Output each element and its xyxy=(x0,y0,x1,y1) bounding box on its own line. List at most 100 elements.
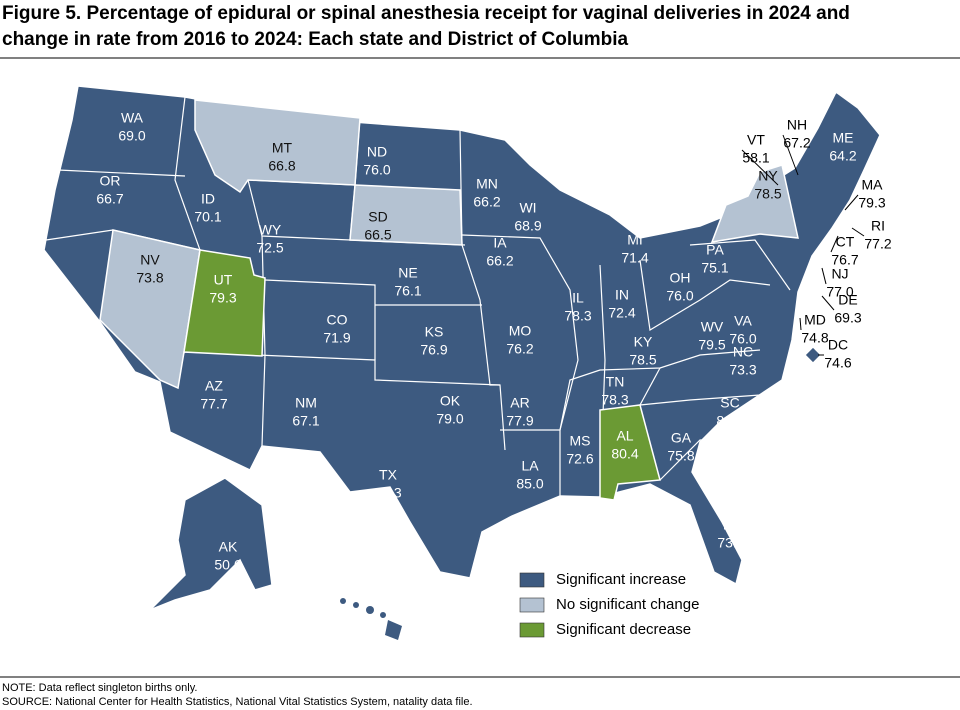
state-abbr: KY xyxy=(634,334,653,350)
state-value: 79.3 xyxy=(209,290,236,306)
state-value: 76.9 xyxy=(420,342,447,358)
state-abbr: NC xyxy=(733,344,753,360)
state-value: 68.9 xyxy=(514,218,541,234)
state-abbr: MA xyxy=(862,177,884,193)
state-value: 78.3 xyxy=(601,392,628,408)
state-value: 80.4 xyxy=(611,446,638,462)
state-value: 64.2 xyxy=(829,148,856,164)
state-abbr: NM xyxy=(295,395,317,411)
state-abbr: SC xyxy=(720,395,739,411)
state-abbr: KS xyxy=(425,324,444,340)
state-abbr: MS xyxy=(570,433,591,449)
legend-label: Significant increase xyxy=(556,571,686,588)
state-abbr: WA xyxy=(121,110,144,126)
state-value: 66.8 xyxy=(268,158,295,174)
note: NOTE: Data reflect singleton births only… xyxy=(2,682,197,694)
state-value: 71.4 xyxy=(621,250,648,266)
state-value: 80.9 xyxy=(716,413,743,429)
state-abbr: MI xyxy=(627,232,643,248)
state-abbr: CA xyxy=(75,314,95,330)
state-value: 76.0 xyxy=(666,288,693,304)
map-shapes xyxy=(43,85,881,640)
leader-line xyxy=(844,194,859,211)
state-abbr: LA xyxy=(521,458,539,474)
island xyxy=(380,612,386,618)
state-value: 72.7 xyxy=(71,332,98,348)
leader-line xyxy=(821,295,835,311)
state-abbr: WY xyxy=(259,222,282,238)
state-value: 75.8 xyxy=(667,448,694,464)
dc-marker xyxy=(805,347,821,363)
state-decrease xyxy=(183,249,266,357)
state-value: 77.7 xyxy=(200,396,227,412)
border xyxy=(264,279,376,360)
state-value: 66.2 xyxy=(486,253,513,269)
state-abbr: NJ xyxy=(831,266,848,282)
state-value: 72.6 xyxy=(566,451,593,467)
state-value: 70.2 xyxy=(358,637,385,653)
state-abbr: AZ xyxy=(205,378,223,394)
state-abbr: OH xyxy=(670,270,691,286)
state-abbr: ID xyxy=(201,191,215,207)
state-value: 76.2 xyxy=(506,341,533,357)
state-value: 69.0 xyxy=(118,128,145,144)
border xyxy=(659,439,740,481)
state-value: 50.6 xyxy=(214,557,241,573)
state-abbr: DC xyxy=(828,337,848,353)
state-value: 79.3 xyxy=(858,195,885,211)
state-value: 70.1 xyxy=(194,209,221,225)
legend-swatch xyxy=(519,597,545,613)
state-abbr: ME xyxy=(833,130,854,146)
state-abbr: IN xyxy=(615,287,629,303)
state-abbr: WI xyxy=(519,200,536,216)
state-abbr: CT xyxy=(836,234,855,250)
state-value: 81.3 xyxy=(374,485,401,501)
state-abbr: MT xyxy=(272,140,293,156)
state-abbr: TX xyxy=(379,467,398,483)
hawaii xyxy=(340,598,402,640)
source: SOURCE: National Center for Health Stati… xyxy=(2,696,473,708)
state-value: 58.1 xyxy=(742,150,769,166)
state-abbr: IA xyxy=(493,235,507,251)
island xyxy=(340,598,346,604)
state-abbr: WV xyxy=(701,319,724,335)
state-value: 78.3 xyxy=(564,308,591,324)
state-value: 66.2 xyxy=(473,194,500,210)
island xyxy=(353,602,359,608)
border xyxy=(689,239,791,291)
contiguous-us xyxy=(43,85,881,586)
state-value: 72.4 xyxy=(608,305,635,321)
leader-line xyxy=(821,267,827,285)
state-abbr: GA xyxy=(671,430,692,446)
state-value: 72.5 xyxy=(256,240,283,256)
state-value: 77.0 xyxy=(826,284,853,300)
state-value: 85.0 xyxy=(516,476,543,492)
border xyxy=(57,169,186,177)
state-abbr: OK xyxy=(440,393,461,409)
border xyxy=(638,367,761,406)
state-value: 77.9 xyxy=(506,413,533,429)
island xyxy=(385,620,402,640)
state-abbr: RI xyxy=(871,218,885,234)
state-abbr: AL xyxy=(616,428,633,444)
legend-label: No significant change xyxy=(556,596,699,613)
island xyxy=(366,606,374,614)
state-value: 66.7 xyxy=(96,191,123,207)
legend: Significant increase No significant chang… xyxy=(519,571,699,638)
border xyxy=(639,259,771,331)
state-value: 67.1 xyxy=(292,413,319,429)
state-abbr: VT xyxy=(747,132,765,148)
state-nochange xyxy=(349,184,463,246)
state-value: 69.3 xyxy=(834,310,861,326)
state-nochange xyxy=(710,164,799,243)
state-abbr: MO xyxy=(509,323,532,339)
leader-line xyxy=(830,235,839,253)
state-abbr: TN xyxy=(606,374,625,390)
state-value: 71.9 xyxy=(323,330,350,346)
leader-line xyxy=(799,317,802,331)
state-decrease xyxy=(599,404,661,501)
alaska xyxy=(149,477,273,611)
state-abbr: FL xyxy=(723,517,740,533)
state-abbr: CO xyxy=(327,312,348,328)
